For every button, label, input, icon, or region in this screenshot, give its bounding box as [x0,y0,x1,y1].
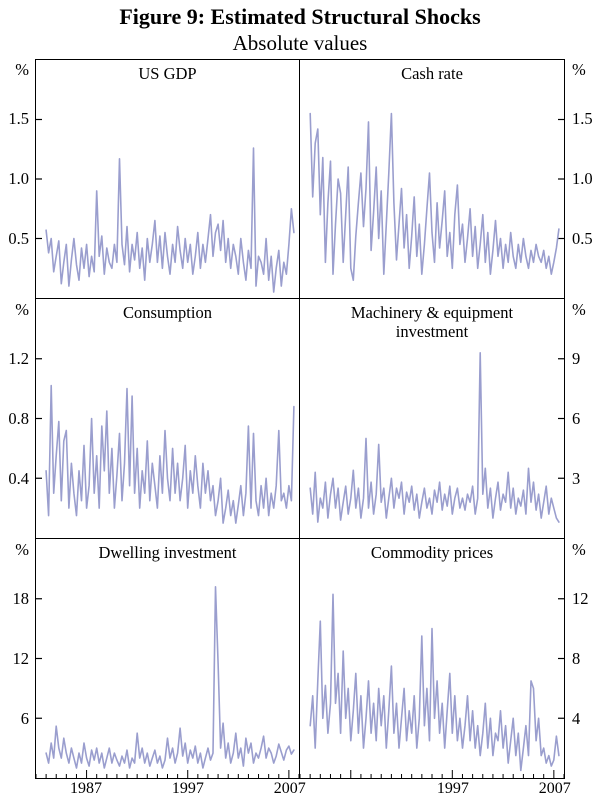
machinery-equipment-investment-ytick-label: 6 [572,409,581,428]
consumption-ytick-label: 0.4 [8,469,29,488]
commodity-prices-ytick-label: 8 [572,649,581,668]
machinery-equipment-investment-ytick-label: 9 [572,349,581,368]
commodity-prices-unit-label: % [572,540,586,559]
panel-consumption: Consumption [35,299,300,539]
cash-rate-unit-label: % [572,60,586,79]
panel-title-consumption: Consumption [123,303,212,322]
figure-title: Figure 9: Estimated Structural Shocks [119,4,481,29]
panel-title-machinery-equipment-investment: Machinery & equipment investment [350,303,514,341]
consumption-unit-label: % [15,300,29,319]
cash-rate-ytick-label: 1.5 [572,109,593,128]
dwelling-investment-ytick-label: 6 [20,709,29,728]
dwelling-investment-unit-label: % [15,540,29,559]
panel-machinery-equipment-investment: Machinery & equipment investment [300,299,565,539]
y-axis-left-row2: % 0.4 0.8 1.2 [0,299,35,539]
panel-title-us-gdp: US GDP [138,64,197,83]
machinery-equipment-investment-unit-label: % [572,300,586,319]
y-axis-right-row3: % 4 8 12 [565,539,600,779]
us-gdp-ytick-label: 0.5 [8,229,29,248]
commodity-prices-xtick-label-2007: 2007 [538,780,571,797]
panel-title-cash-rate: Cash rate [401,64,463,83]
consumption-ytick-label: 1.2 [8,349,29,368]
us-gdp-chart-canvas [36,118,295,293]
commodity-prices-ytick-label: 4 [572,709,581,728]
commodity-prices-ytick-label: 12 [572,589,589,608]
cash-rate-chart-canvas [309,112,564,281]
x-axis-labels: 1987 1997 2007 1997 2007 [0,779,600,803]
cash-rate-ytick-label: 0.5 [572,229,593,248]
chart-row-1: % 0.5 1.0 1.5 US GDP Cash rate % 0.5 1.0 1.5 [0,59,600,299]
panel-dwelling-investment: Dwelling investment [35,539,300,779]
panel-us-gdp: US GDP [35,59,300,299]
dwelling-investment-ytick-label: 18 [12,589,30,608]
us-gdp-unit-label: % [15,60,29,79]
chart-row-2: % 0.4 0.8 1.2 Consumption Machinery & equip… [0,299,600,539]
dwelling-investment-chart-canvas [36,585,299,778]
commodity-prices-xtick-label-1997: 1997 [436,780,469,797]
y-axis-right-row2: % 3 6 9 [565,299,600,539]
machinery-equipment-investment-ytick-label: 3 [572,469,581,488]
panel-title-commodity-prices: Commodity prices [370,543,494,562]
y-axis-left-row3: % 6 12 18 [0,539,35,779]
dwelling-investment-xtick-label-1987: 1987 [69,780,102,797]
y-axis-left-row1: % 0.5 1.0 1.5 [0,59,35,299]
machinery-equipment-investment-chart-canvas [309,351,564,523]
y-axis-right-row1: % 0.5 1.0 1.5 [565,59,600,299]
us-gdp-ytick-label: 1.0 [8,169,29,188]
dwelling-investment-xtick-label-1997: 1997 [171,780,204,797]
panel-commodity-prices: Commodity prices [300,539,565,779]
dwelling-investment-xtick-label-2007: 2007 [273,780,306,797]
commodity-prices-chart-canvas [300,593,564,778]
panel-title-dwelling-investment: Dwelling investment [98,543,237,562]
cash-rate-ytick-label: 1.0 [572,169,593,188]
panel-cash-rate: Cash rate [300,59,565,299]
us-gdp-ytick-label: 1.5 [8,109,29,128]
chart-row-3: % 6 12 18 Dwelling investment Commodity pri… [0,539,600,779]
consumption-ytick-label: 0.8 [8,409,29,428]
chart-grid: % 0.5 1.0 1.5 US GDP Cash rate % 0.5 1.0 1.5 %… [0,59,600,779]
consumption-chart-canvas [36,358,295,524]
figure-subtitle: Absolute values [232,31,368,55]
dwelling-investment-ytick-label: 12 [12,649,30,668]
